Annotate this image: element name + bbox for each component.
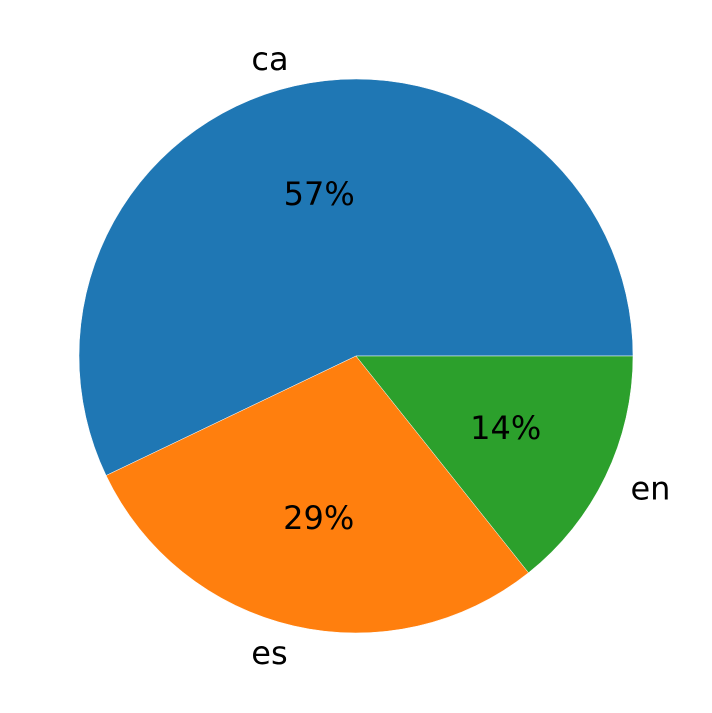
slice-percent-en: 14% bbox=[470, 409, 541, 447]
slice-label-es: es bbox=[251, 634, 287, 672]
slice-label-ca: ca bbox=[251, 40, 288, 78]
slice-percent-es: 29% bbox=[283, 499, 354, 537]
slice-label-en: en bbox=[630, 469, 670, 507]
slice-percent-ca: 57% bbox=[284, 175, 355, 213]
pie-slice-ca bbox=[78, 78, 634, 476]
pie-slice-en bbox=[355, 355, 634, 574]
pie-slice-es bbox=[105, 355, 529, 634]
